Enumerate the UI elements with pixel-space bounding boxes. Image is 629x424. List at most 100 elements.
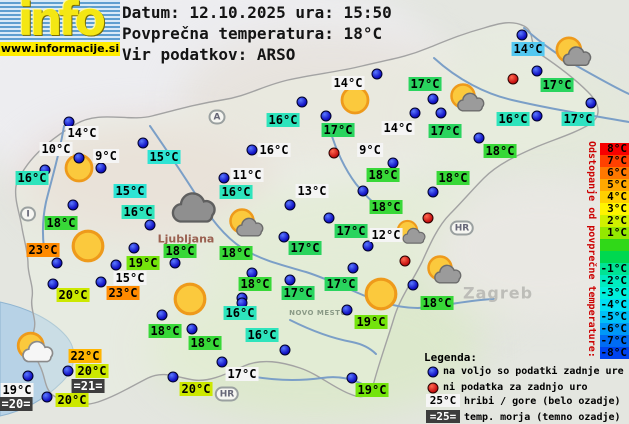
legend-sea-text: temp. morja (temno ozadje) (464, 412, 621, 423)
city-label: Zagreb (462, 283, 534, 303)
station-dot-blue (407, 279, 419, 291)
station-temp-label: 19°C (355, 383, 389, 397)
station-dot-blue (73, 152, 85, 164)
station-dot-blue (278, 231, 290, 243)
header-avg-temp: Povprečna temperatura: 18°C (122, 24, 383, 43)
station-temp-label: 18°C (148, 324, 182, 338)
scale-band: -8°C (600, 346, 629, 359)
station-temp-label: 14°C (511, 42, 545, 56)
station-dot-blue (585, 97, 597, 109)
station-dot-blue (128, 242, 140, 254)
terrain-croatia-flat (430, 180, 629, 320)
station-temp-label: 23°C (26, 243, 60, 257)
weather-icon-sun-cloud (549, 35, 595, 77)
station-temp-label: 16°C (15, 171, 49, 185)
logo-site-text: www.informacije.si (0, 42, 120, 56)
station-temp-label: 16°C (219, 185, 253, 199)
station-temp-label: 17°C (408, 77, 442, 91)
legend-mountain-sample: 25°C (426, 394, 460, 407)
station-temp-label: 23°C (106, 286, 140, 300)
station-dot-blue (409, 107, 421, 119)
station-dot-blue (22, 370, 34, 382)
station-dot-red (422, 212, 434, 224)
station-dot-blue (218, 172, 230, 184)
weather-icon-sun (165, 279, 216, 324)
city-label: NOVO MESTO (289, 309, 347, 317)
station-temp-label: 18°C (163, 244, 197, 258)
scale-band: -7°C (600, 334, 629, 347)
station-temp-label: 17°C (561, 112, 595, 126)
scale-band: -1°C (600, 262, 629, 275)
weather-icon-sun-cloud (421, 254, 465, 294)
river-mura (523, 27, 629, 95)
logo-text: info (17, 0, 106, 46)
station-dot-blue (435, 107, 447, 119)
station-dot-blue (51, 257, 63, 269)
station-temp-label: =20= (0, 397, 33, 411)
legend-mountain-text: hribi / gore (belo ozadje) (464, 396, 621, 407)
country-marker-hr: HR (449, 220, 475, 236)
station-temp-label: 17°C (225, 367, 259, 381)
station-temp-label: 16°C (245, 328, 279, 342)
scale-band (600, 239, 629, 251)
station-dot-blue (47, 278, 59, 290)
header-source: Vir podatkov: ARSO (122, 45, 296, 64)
station-temp-label: 12°C (369, 228, 403, 242)
station-temp-label: 14°C (65, 126, 99, 140)
country-marker-a: A (208, 109, 226, 125)
scale-band: 8°C (600, 143, 629, 155)
station-dot-blue (371, 68, 383, 80)
legend-sea-sample: =25= (426, 410, 460, 423)
station-dot-blue (41, 391, 53, 403)
station-dot-blue (347, 262, 359, 274)
scale-band: 1°C (600, 227, 629, 239)
station-dot-blue (95, 162, 107, 174)
station-temp-label: 17°C (428, 124, 462, 138)
weather-icon-sun-cloud (223, 207, 267, 247)
station-temp-label: 18°C (420, 296, 454, 310)
station-dot-blue (95, 276, 107, 288)
station-temp-label: 15°C (147, 150, 181, 164)
station-dot-red (328, 147, 340, 159)
station-temp-label: 17°C (334, 224, 368, 238)
station-temp-label: 20°C (55, 393, 89, 407)
header: Datum: 12.10.2025 ura: 15:50 Povprečna t… (122, 2, 392, 65)
scale-band: -5°C (600, 310, 629, 323)
station-temp-label: 22°C (68, 349, 102, 363)
slovenia-border (14, 21, 599, 406)
weather-icon-sun-cloud (444, 82, 488, 122)
station-temp-label: 17°C (288, 241, 322, 255)
station-dot-blue (284, 199, 296, 211)
station-dot-blue (216, 356, 228, 368)
station-temp-label: 13°C (295, 184, 329, 198)
station-dot-blue (137, 137, 149, 149)
weather-icon-sun (356, 274, 407, 319)
station-temp-label: 19°C (354, 315, 388, 329)
station-temp-label: 18°C (238, 277, 272, 291)
river-drava (433, 57, 629, 123)
station-temp-label: 17°C (281, 286, 315, 300)
legend-unavailable-text: ni podatka za zadnjo uro (443, 382, 588, 393)
scale-band: 4°C (600, 191, 629, 203)
weather-icon-sun (63, 226, 114, 271)
station-dot-blue (357, 185, 369, 197)
station-temp-label: 16°C (266, 113, 300, 127)
station-dot-blue (62, 365, 74, 377)
scale-band: 2°C (600, 215, 629, 227)
station-dot-blue (144, 219, 156, 231)
legend-available-text: na voljo so podatki zadnje ure (443, 366, 624, 377)
station-dot-blue (167, 371, 179, 383)
header-date: Datum: 12.10.2025 ura: 15:50 (122, 3, 392, 22)
logo-link[interactable]: info www.informacije.si (0, 0, 120, 56)
station-temp-label: 18°C (483, 144, 517, 158)
weather-icon-sun-cloud (392, 219, 429, 254)
station-temp-label: 18°C (188, 336, 222, 350)
station-temp-label: 20°C (56, 288, 90, 302)
scale-band: -2°C (600, 274, 629, 287)
station-temp-label: 10°C (39, 142, 73, 156)
station-dot-blue (427, 186, 439, 198)
station-dot-blue (346, 372, 358, 384)
station-temp-label: 16°C (257, 143, 291, 157)
station-temp-label: =21= (71, 379, 105, 393)
legend-title: Legenda: (424, 351, 477, 364)
